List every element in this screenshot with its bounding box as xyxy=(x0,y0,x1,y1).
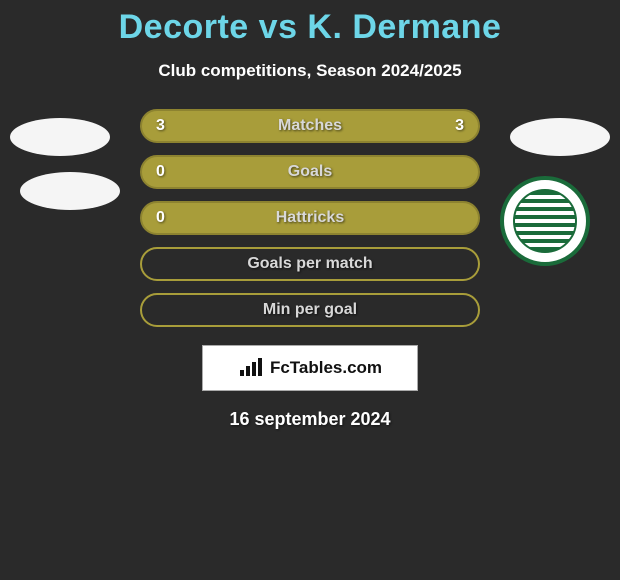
stat-row-goals-per-match: Goals per match xyxy=(140,247,480,281)
stat-bar: 3 3 xyxy=(140,109,480,143)
page-title: Decorte vs K. Dermane xyxy=(0,0,620,47)
page-subtitle: Club competitions, Season 2024/2025 xyxy=(0,61,620,81)
logo-text: FcTables.com xyxy=(270,358,382,378)
stat-bar xyxy=(140,247,480,281)
stat-row-goals: 0 Goals xyxy=(140,155,480,189)
bar-chart-icon xyxy=(238,358,264,378)
stat-row-min-per-goal: Min per goal xyxy=(140,293,480,327)
stat-value-right: 3 xyxy=(444,117,464,135)
stat-row-hattricks: 0 Hattricks xyxy=(140,201,480,235)
stats-container: 3 3 Matches 0 Goals 0 Hattricks Goals pe… xyxy=(0,109,620,327)
stat-bar: 0 xyxy=(140,201,480,235)
date-text: 16 september 2024 xyxy=(0,409,620,430)
stat-value-left: 3 xyxy=(156,117,176,135)
stat-bar xyxy=(140,293,480,327)
stat-value-left: 0 xyxy=(156,209,176,227)
stat-value-left: 0 xyxy=(156,163,176,181)
stat-row-matches: 3 3 Matches xyxy=(140,109,480,143)
fctables-logo: FcTables.com xyxy=(202,345,418,391)
stat-bar: 0 xyxy=(140,155,480,189)
